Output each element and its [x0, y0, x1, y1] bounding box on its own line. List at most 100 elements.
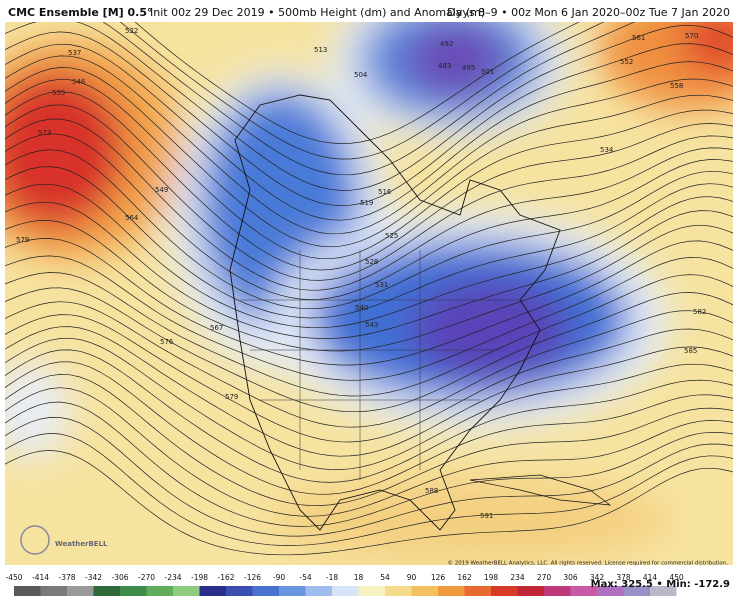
contour: [5, 401, 733, 527]
contour: [5, 55, 733, 235]
contour: [5, 301, 733, 428]
contour-label: 483: [438, 62, 451, 70]
colorbar-tick: -90: [273, 573, 285, 582]
contour-label: 558: [670, 82, 683, 90]
colorbar-tick: -198: [191, 573, 208, 582]
colorbar-swatch: [305, 586, 332, 596]
contour: [5, 183, 733, 329]
colorbar-swatch: [252, 586, 279, 596]
contour: [5, 31, 733, 206]
contour-label: 585: [684, 347, 697, 355]
colorbar-tick: 414: [643, 573, 658, 582]
contour: [5, 326, 733, 457]
contour: [5, 104, 733, 281]
colorbar: -450 -414 -378 -342 -306 -270 -234 -198 -162 -126…: [5, 573, 684, 596]
contour-label: 573: [38, 129, 51, 137]
colorbar-tick: 306: [563, 573, 578, 582]
colorbar-swatch: [279, 586, 306, 596]
colorbar-tick: -162: [217, 573, 234, 582]
colorbar-swatch: [385, 586, 412, 596]
contour: [5, 337, 733, 470]
colorbar-swatch: [199, 586, 226, 596]
colorbar-tick: -126: [244, 573, 261, 582]
contour-label: 534: [600, 146, 614, 154]
contour-label: 561: [632, 34, 645, 42]
contour-label: 564: [125, 214, 139, 222]
contour-label: 579: [16, 236, 29, 244]
colorbar-tick: -414: [32, 573, 49, 582]
colorbar-swatch: [120, 586, 147, 596]
contour-label: 540: [355, 304, 368, 312]
contour-label: 537: [68, 49, 81, 57]
colorbar-swatch: [332, 586, 359, 596]
title: CMC Ensemble [M] 0.5°: [8, 6, 153, 19]
contour-label: 591: [480, 512, 493, 520]
contour: [5, 133, 733, 300]
colorbar-swatch: [14, 586, 41, 596]
contour-label: 579: [225, 393, 238, 401]
colorbar-swatch: [517, 586, 544, 596]
contour: [5, 22, 733, 191]
colorbar-tick: 378: [616, 573, 631, 582]
contour: [5, 238, 733, 366]
colorbar-swatch: [650, 586, 677, 596]
logo-icon: [20, 525, 50, 555]
contour-label: 570: [685, 32, 698, 40]
contour: [102, 22, 636, 176]
colorbar-swatch: [40, 586, 67, 596]
colorbar-tick: 18: [354, 573, 364, 582]
colorbar-swatch: [597, 586, 624, 596]
contour-label: 528: [365, 258, 378, 266]
valid-time: Days 8–9 • 00z Mon 6 Jan 2020–00z Tue 7 …: [447, 6, 730, 19]
colorbar-tick: 54: [380, 573, 390, 582]
contour-label: 531: [375, 281, 388, 289]
contour-label: 492: [440, 40, 453, 48]
caribbean: [469, 474, 612, 506]
contour: [5, 220, 733, 352]
contour-label: 522: [125, 27, 138, 35]
colorbar-tick: -450: [5, 573, 22, 582]
colorbar-tick: 126: [431, 573, 446, 582]
contour: [5, 433, 733, 546]
contour: [5, 91, 733, 271]
colorbar-swatch: [623, 586, 650, 596]
colorbar-tick: -306: [111, 573, 128, 582]
contour: [5, 255, 733, 381]
stats: Max: 325.5 • Min: -172.9: [591, 579, 730, 590]
colorbar-tick: 90: [407, 573, 417, 582]
contour: [5, 67, 733, 248]
contour-label: 567: [210, 324, 223, 332]
contour: [5, 450, 733, 556]
contour-label: 582: [693, 308, 706, 316]
colorbar-tick: 450: [669, 573, 684, 582]
colorbar-swatch: [93, 586, 120, 596]
colorbar-tick: 270: [537, 573, 552, 582]
contour: [5, 387, 733, 517]
copyright: © 2019 WeatherBELL Analytics, LLC. All r…: [448, 560, 729, 567]
contour-label: 546: [72, 78, 86, 86]
contour: [5, 314, 733, 443]
colorbar-tick: 162: [457, 573, 472, 582]
contour-label: 549: [155, 186, 168, 194]
contour: [5, 43, 733, 221]
contour: [5, 78, 733, 260]
contour: [5, 166, 733, 319]
contour-label: 588: [425, 487, 438, 495]
contour: [5, 118, 733, 291]
contour-label: 555: [52, 89, 65, 97]
contour-labels: 522 537 546 555 573 579 564 549 513 504 492 483 495 5…: [16, 27, 706, 520]
borders: [240, 250, 520, 480]
colorbar-swatch: [438, 586, 465, 596]
colorbar-swatch: [226, 586, 253, 596]
height-contours: [5, 22, 733, 556]
colorbar-tick: -378: [58, 573, 75, 582]
colorbar-tick: 342: [590, 573, 605, 582]
colorbar-swatch: [173, 586, 200, 596]
map: 522 537 546 555 573 579 564 549 513 504 492 483 495 5…: [5, 22, 733, 565]
contour-label: 519: [360, 199, 373, 207]
contour: [5, 272, 733, 397]
colorbar-swatch: [464, 586, 491, 596]
contour-label: 504: [354, 71, 368, 79]
coastline: [229, 94, 561, 531]
